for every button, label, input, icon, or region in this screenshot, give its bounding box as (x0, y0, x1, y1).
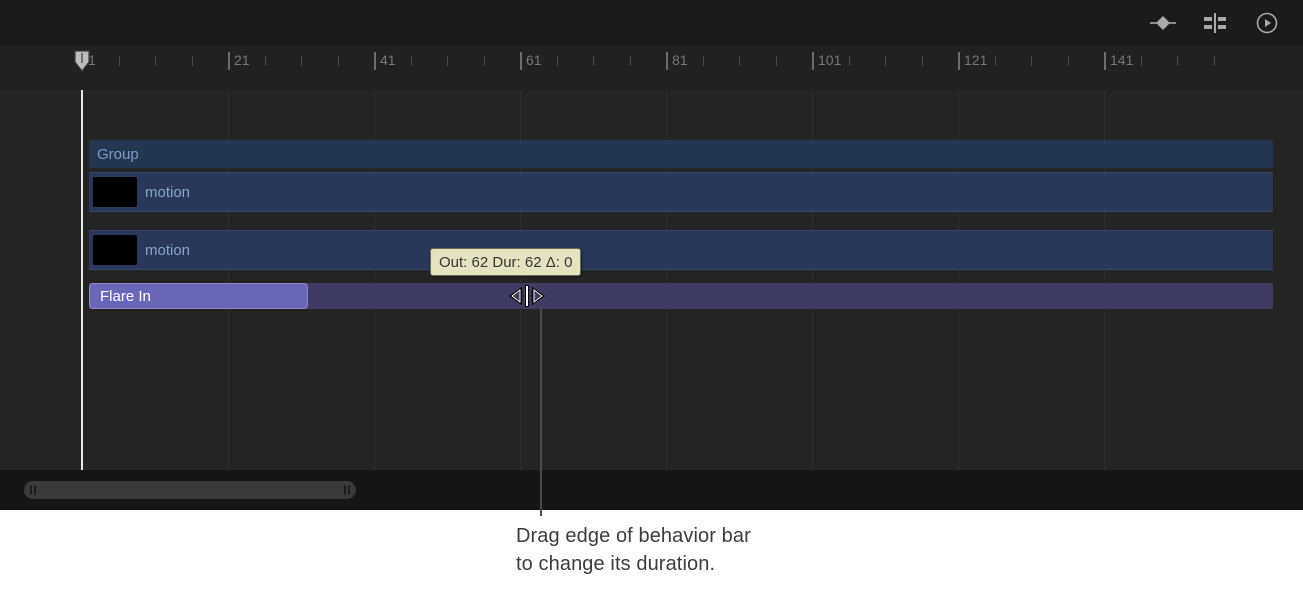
scroll-grip-left[interactable] (28, 483, 38, 497)
tracks-area: Group motion motion Flare In Out: 62 Dur… (0, 90, 1303, 470)
playhead-marker-icon[interactable] (73, 50, 91, 72)
layer-label: motion (145, 184, 190, 201)
behavior-bar[interactable]: Flare In (89, 283, 308, 309)
ruler-tick-minor (739, 56, 740, 66)
ruler-tick-minor (1214, 56, 1215, 66)
ruler-tick-minor (192, 56, 193, 66)
ruler-tick-minor (630, 56, 631, 66)
ruler-tick-minor (557, 56, 558, 66)
group-header[interactable]: Group (89, 140, 1273, 168)
ruler-tick-minor (1031, 56, 1032, 66)
ruler-tick-minor (301, 56, 302, 66)
ruler-tick-label: 41 (380, 52, 396, 68)
ruler-tick-minor (447, 56, 448, 66)
ruler-tick-minor (1141, 56, 1142, 66)
timeline-footer (0, 470, 1303, 510)
ruler-tick-major (812, 52, 814, 70)
ruler-tick-label: 141 (1110, 52, 1133, 68)
ruler-tick-minor (922, 56, 923, 66)
ruler-tick-label: 101 (818, 52, 841, 68)
callout-line2: to change its duration. (516, 553, 715, 575)
group-label: Group (97, 146, 139, 163)
timeline-panel: 121416181101121141 Group motion motion F… (0, 0, 1303, 510)
keyframe-icon[interactable] (1149, 9, 1177, 37)
layer-thumbnail (93, 177, 137, 207)
callout-leader-line (540, 306, 542, 516)
ruler-tick-minor (265, 56, 266, 66)
behavior-label: Flare In (100, 288, 151, 305)
time-ruler[interactable]: 121416181101121141 (0, 52, 1303, 90)
snap-icon[interactable] (1201, 9, 1229, 37)
ruler-tick-minor (155, 56, 156, 66)
horizontal-scrollbar[interactable] (24, 481, 356, 499)
ruler-tick-major (374, 52, 376, 70)
ruler-tick-label: 61 (526, 52, 542, 68)
ruler-tick-major (666, 52, 668, 70)
ruler-tick-major (1104, 52, 1106, 70)
ruler-tick-minor (1177, 56, 1178, 66)
trim-tooltip: Out: 62 Dur: 62 Δ: 0 (430, 248, 581, 276)
playhead[interactable] (81, 90, 83, 470)
ruler-tick-minor (703, 56, 704, 66)
layer-strip[interactable]: motion (89, 172, 1273, 212)
ruler-tick-label: 121 (964, 52, 987, 68)
ruler-tick-minor (995, 56, 996, 66)
trim-tooltip-text: Out: 62 Dur: 62 Δ: 0 (439, 254, 572, 271)
ruler-tick-major (520, 52, 522, 70)
ruler-tick-label: 81 (672, 52, 688, 68)
ruler-tick-label: 21 (234, 52, 250, 68)
ruler-tick-minor (849, 56, 850, 66)
ruler-tick-minor (593, 56, 594, 66)
ruler-tick-minor (119, 56, 120, 66)
callout-line1: Drag edge of behavior bar (516, 525, 751, 547)
ruler-tick-minor (411, 56, 412, 66)
scroll-grip-right[interactable] (342, 483, 352, 497)
ruler-tick-minor (484, 56, 485, 66)
layer-label: motion (145, 242, 190, 259)
ruler-tick-minor (1068, 56, 1069, 66)
ruler-tick-minor (885, 56, 886, 66)
play-icon[interactable] (1253, 9, 1281, 37)
ruler-tick-major (228, 52, 230, 70)
callout-text: Drag edge of behavior bar to change its … (516, 522, 751, 578)
ruler-tick-minor (338, 56, 339, 66)
timeline-toolbar (0, 0, 1303, 45)
ruler-tick-major (958, 52, 960, 70)
ruler-tick-minor (776, 56, 777, 66)
layer-strip[interactable]: motion (89, 230, 1273, 270)
behavior-track: Flare In (89, 283, 1273, 309)
layer-thumbnail (93, 235, 137, 265)
